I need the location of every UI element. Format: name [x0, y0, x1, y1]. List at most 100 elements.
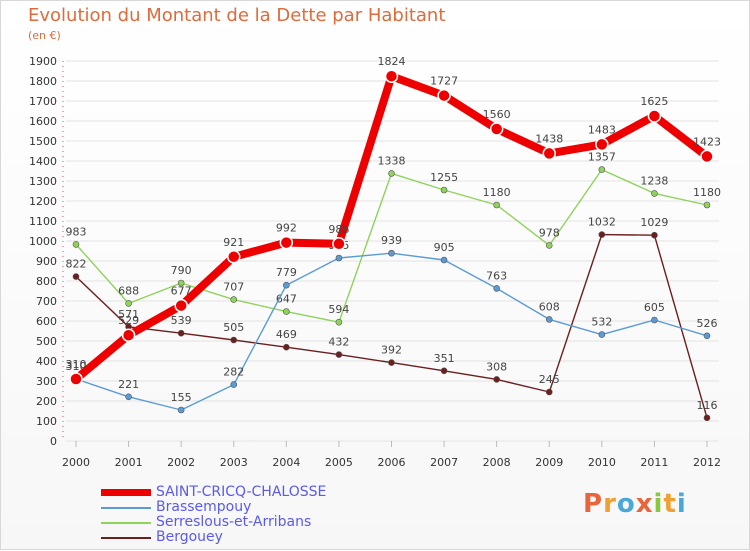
legend-swatch [101, 537, 151, 539]
legend-label: Serreslous-et-Arribans [156, 514, 312, 530]
data-point [493, 285, 500, 292]
data-label: 1029 [640, 216, 668, 229]
data-point [489, 122, 504, 136]
data-label: 1180 [693, 186, 721, 199]
series-1: 310221155282779915939905763608532605526 [66, 234, 718, 414]
logo-letter: x [635, 489, 654, 519]
y-tick-label: 1200 [29, 195, 57, 208]
data-label: 532 [591, 316, 612, 329]
data-point [598, 166, 606, 173]
data-point [121, 328, 136, 342]
y-tick-label: 1700 [29, 95, 57, 108]
data-label: 779 [276, 266, 297, 279]
data-label: 707 [223, 281, 244, 294]
data-label: 594 [328, 303, 349, 316]
x-tick-label: 2007 [430, 456, 458, 469]
data-point [230, 296, 238, 303]
x-tick-label: 2001 [115, 456, 143, 469]
y-tick-label: 1900 [29, 55, 57, 68]
y-tick-label: 800 [36, 275, 57, 288]
data-label: 1357 [588, 151, 616, 164]
x-tick-label: 2006 [378, 456, 406, 469]
y-tick-label: 1100 [29, 215, 57, 228]
data-point [177, 279, 185, 287]
data-point [230, 381, 238, 388]
logo-letter: o [616, 489, 636, 519]
data-label: 605 [644, 301, 665, 314]
data-label: 905 [434, 241, 455, 254]
data-point [125, 393, 132, 401]
data-point [335, 254, 343, 262]
chart-title: Evolution du Montant de la Dette par Hab… [28, 5, 446, 26]
logo-letter: i [676, 489, 687, 519]
data-point [177, 406, 185, 414]
data-point [283, 343, 290, 351]
y-tick-label: 300 [36, 375, 57, 388]
x-tick-label: 2008 [483, 456, 511, 469]
data-label: 986 [328, 223, 349, 236]
data-point [545, 388, 553, 396]
data-label: 978 [539, 226, 560, 239]
x-tick-label: 2009 [535, 456, 563, 469]
legend-label: SAINT-CRICQ-CHALOSSE [156, 484, 327, 500]
legend-swatch [101, 507, 151, 509]
data-point [335, 351, 343, 358]
data-point [598, 231, 606, 238]
data-label: 469 [276, 328, 297, 341]
y-tick-label: 1300 [29, 175, 57, 188]
data-point [174, 298, 188, 313]
logo-letter: P [583, 489, 604, 519]
data-label: 939 [381, 234, 402, 247]
y-tick-label: 1600 [29, 115, 57, 128]
y-tick-label: 1000 [29, 235, 57, 248]
legend-label: Bergouey [156, 529, 223, 545]
data-label: 921 [223, 236, 244, 249]
data-point [335, 318, 343, 326]
data-label: 608 [539, 300, 560, 313]
logo-letter: r [603, 489, 617, 519]
data-point [279, 235, 294, 250]
data-point [703, 332, 711, 340]
data-point [651, 316, 658, 324]
series-3: 822 571 539 505 469 432 392 351 308 245 1032 1029 11… [66, 216, 718, 422]
data-point [595, 137, 609, 152]
data-label: 790 [171, 264, 192, 277]
data-label: 1438 [535, 132, 563, 145]
x-tick-label: 2000 [62, 456, 90, 469]
legend-swatch [101, 489, 151, 496]
data-point [283, 281, 290, 289]
data-point [283, 308, 290, 315]
x-tick-label: 2002 [167, 456, 195, 469]
x-tick-label: 2012 [693, 456, 721, 469]
data-point [388, 249, 395, 257]
logo-letter: i [653, 489, 664, 519]
x-tick-label: 2004 [272, 456, 300, 469]
data-label: 822 [66, 258, 87, 271]
data-label: 432 [328, 336, 349, 349]
data-label: 221 [118, 378, 139, 391]
y-tick-label: 100 [36, 415, 57, 428]
y-tick-label: 200 [36, 395, 57, 408]
data-point [72, 273, 80, 280]
data-label: 310 [66, 358, 87, 371]
data-label: 1824 [378, 55, 406, 68]
data-point [230, 336, 238, 344]
data-point [384, 69, 399, 83]
logo-letter: t [663, 489, 677, 519]
data-point [651, 231, 658, 239]
series-0: 310 529 677 921 992 986 1824 1727 1560 1438 1483 16… [66, 55, 721, 386]
data-point [545, 316, 553, 323]
data-label: 529 [118, 314, 139, 327]
series-2: 9836887907076475941338125511809781357123… [66, 151, 721, 326]
data-label: 983 [66, 225, 87, 238]
data-point [227, 250, 241, 264]
data-point [493, 201, 500, 209]
data-label: 505 [223, 321, 244, 334]
data-point [651, 190, 658, 197]
data-label: 282 [223, 366, 244, 379]
y-tick-label: 1800 [29, 75, 57, 88]
data-label: 116 [697, 399, 718, 412]
data-label: 992 [276, 222, 297, 235]
data-point [125, 300, 132, 307]
